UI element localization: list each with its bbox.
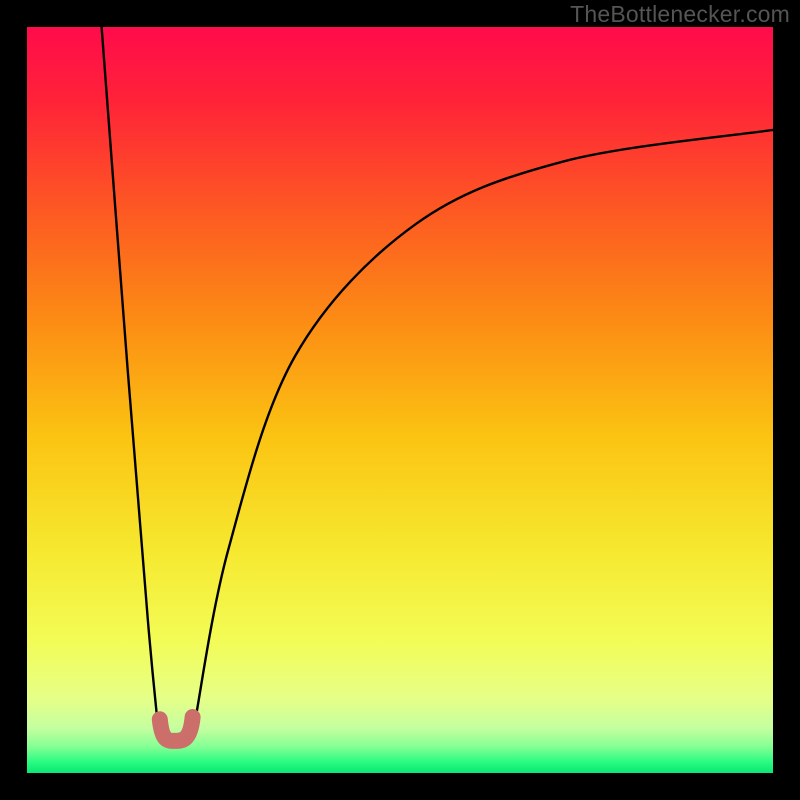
chart-svg bbox=[27, 27, 773, 773]
plot-area bbox=[27, 27, 773, 773]
chart-background bbox=[27, 27, 773, 773]
watermark-text: TheBottlenecker.com bbox=[570, 1, 790, 28]
